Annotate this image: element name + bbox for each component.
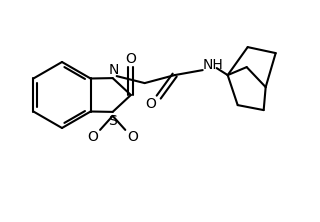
- Text: NH: NH: [202, 58, 223, 72]
- Text: O: O: [88, 130, 99, 144]
- Text: O: O: [145, 97, 156, 111]
- Text: N: N: [108, 63, 119, 77]
- Text: O: O: [127, 130, 138, 144]
- Text: O: O: [125, 52, 136, 66]
- Text: S: S: [108, 114, 117, 128]
